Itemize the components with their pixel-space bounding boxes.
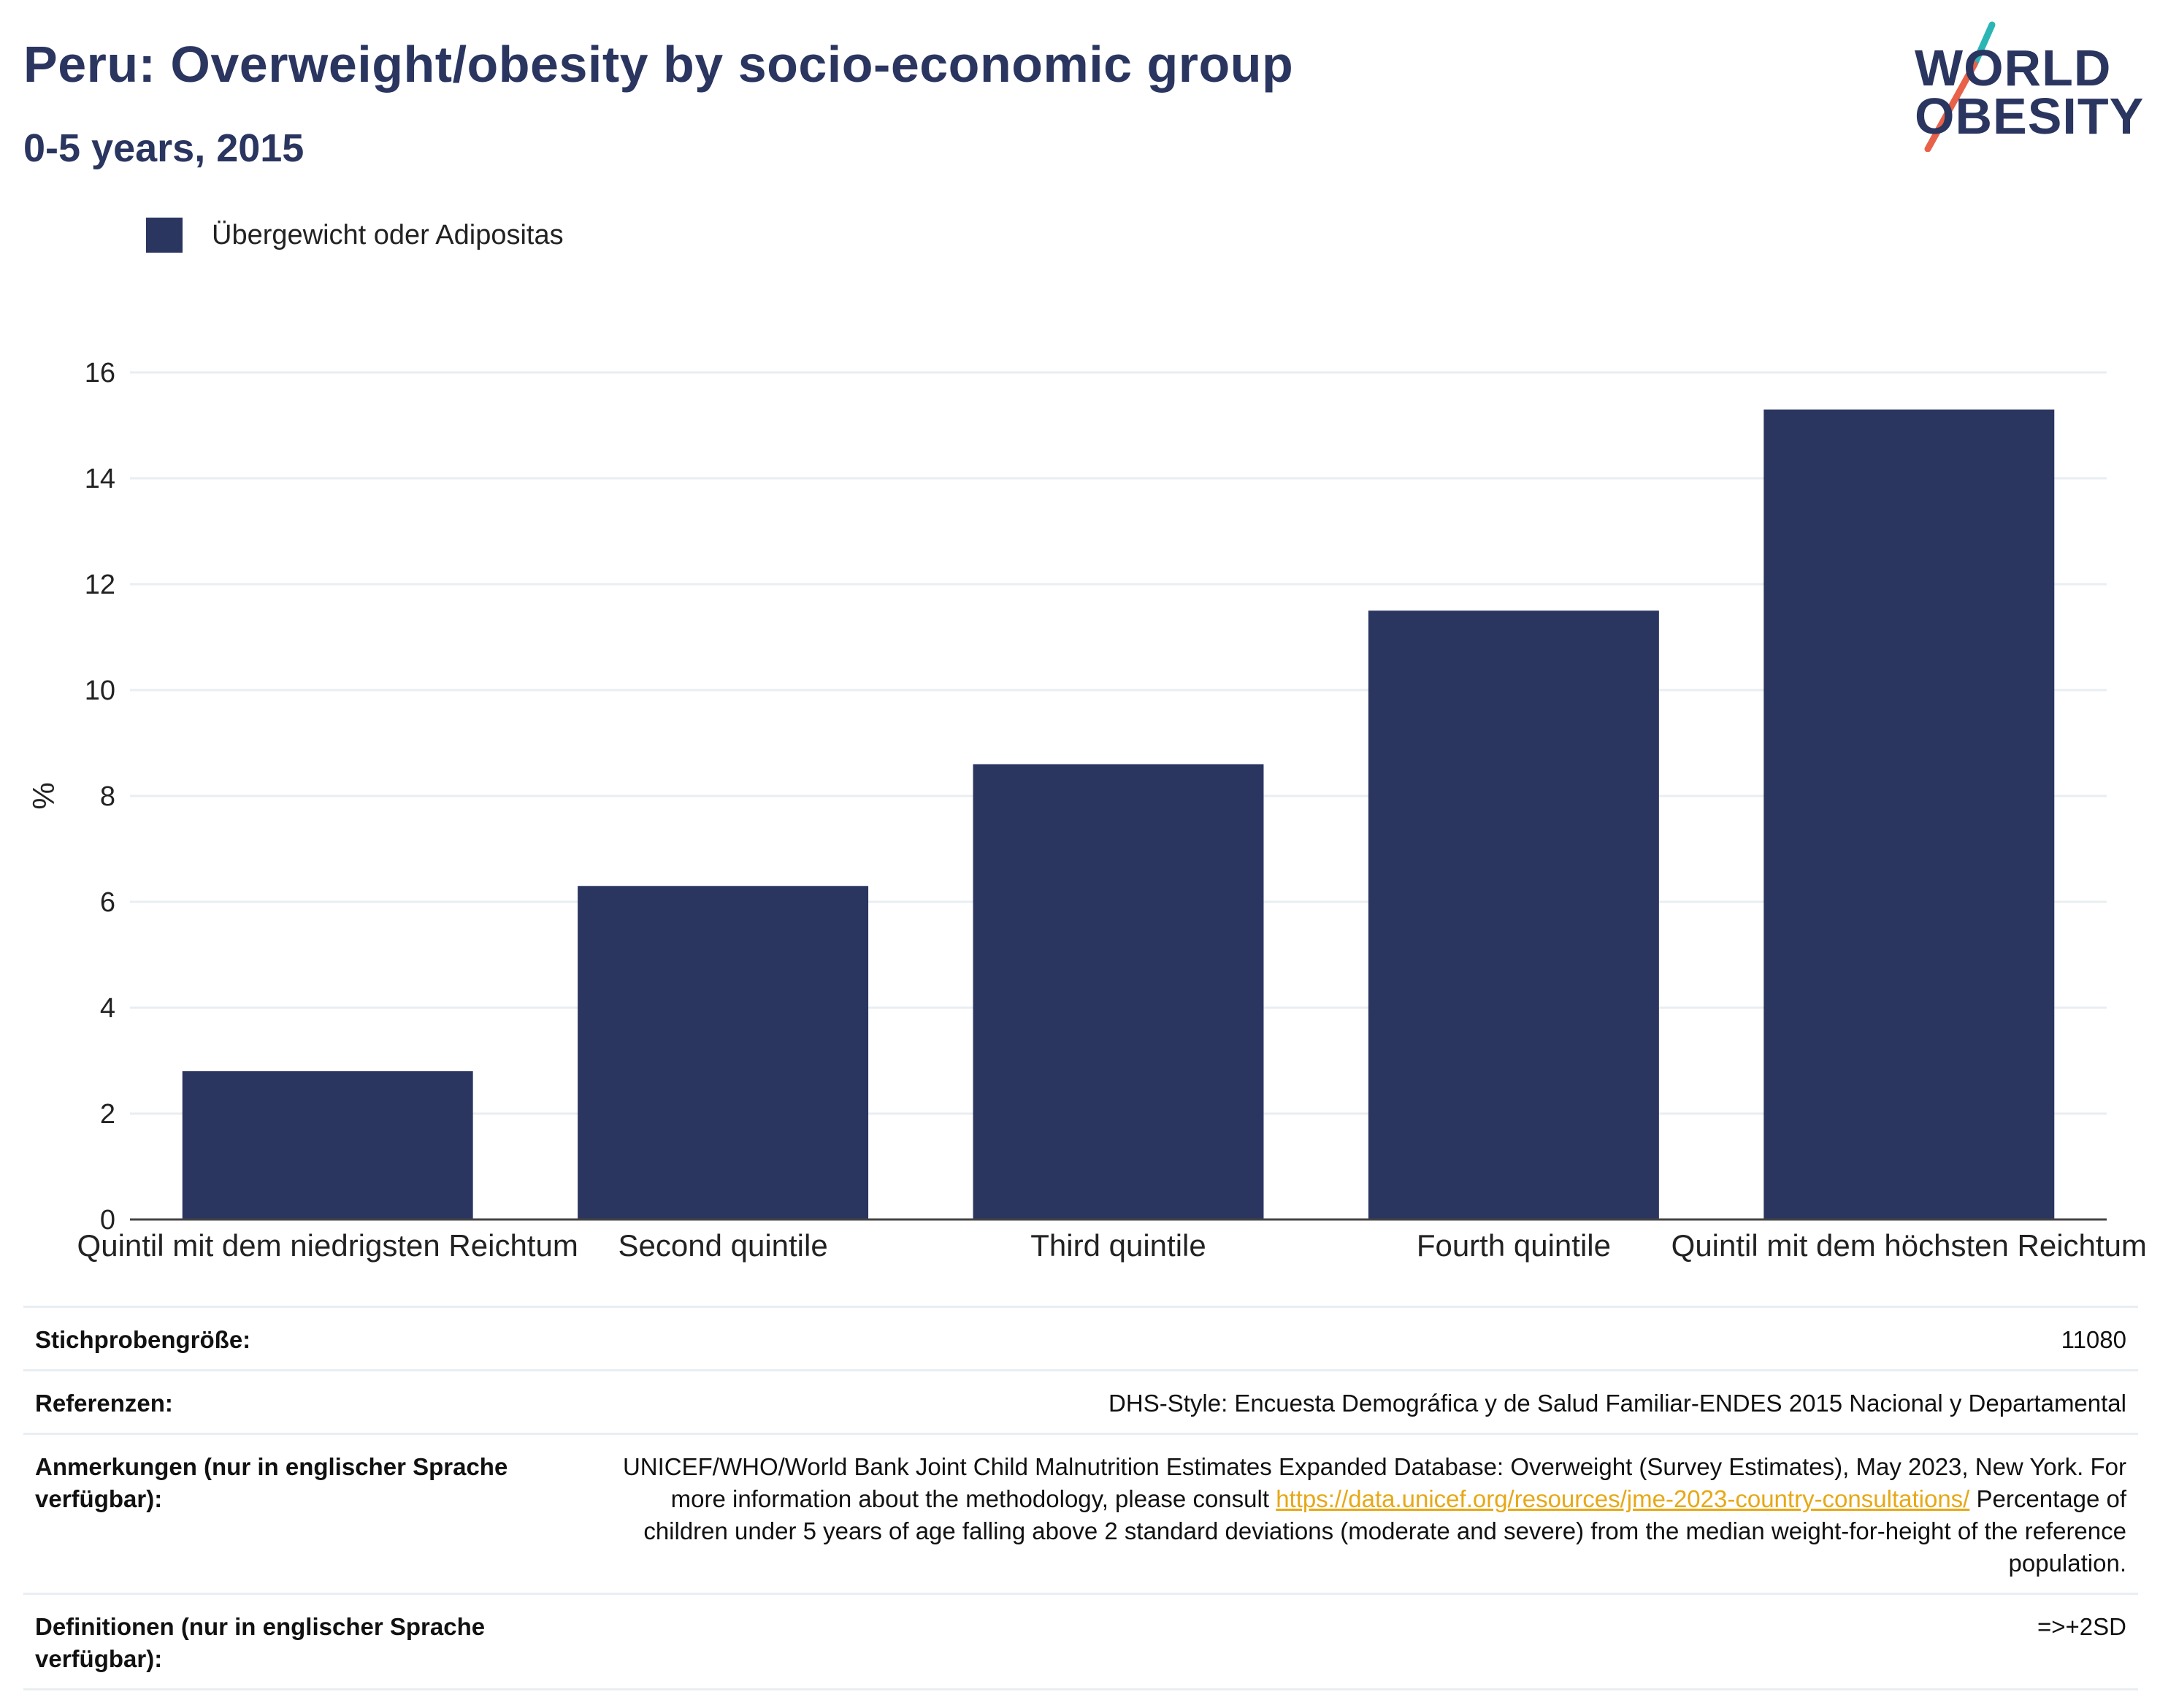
legend-label: Übergewicht oder Adipositas [212,219,564,250]
logo-slash-icon [1924,21,1996,152]
y-tick-label: 4 [100,993,115,1024]
meta-key-definitions: Definitionen (nur in englischer Sprache … [35,1613,486,1672]
chart-subtitle: 0-5 years, 2015 [23,126,305,170]
notes-text: UNICEF/WHO/World Bank Joint Child Malnut… [622,1453,2126,1512]
y-tick-label: 12 [85,570,115,600]
world-obesity-logo: WORLD OBESITY [1913,20,2147,152]
x-category-label: Quintil mit dem niedrigsten Reichtum [77,1228,578,1263]
notes-text-continued: Percentage of children under 5 years of … [643,1485,2126,1577]
meta-row-references: Referenzen: DHS-Style: Encuesta Demográf… [23,1369,2138,1433]
chart-title: Peru: Overweight/obesity by socio-econom… [23,36,1294,93]
y-tick-label: 6 [100,887,115,918]
meta-value-definitions: =>+2SD [2037,1613,2126,1640]
meta-row-sample-size: Stichprobengröße: 11080 [23,1306,2138,1369]
meta-value-notes: UNICEF/WHO/World Bank Joint Child Malnut… [593,1451,2126,1579]
logo-text-world: WORLD [1915,39,2112,96]
y-axis-title: % [26,782,61,809]
y-tick-label: 14 [85,464,115,494]
bar [1368,610,1659,1219]
bar [578,886,869,1219]
meta-key-sample-size: Stichprobengröße: [35,1326,251,1353]
x-category-label: Second quintile [618,1228,827,1263]
bar [1763,409,2055,1219]
x-category-label: Fourth quintile [1417,1228,1611,1263]
y-tick-label: 16 [85,358,115,388]
meta-key-notes: Anmerkungen (nur in englischer Sprache v… [35,1453,508,1512]
meta-row-notes: Anmerkungen (nur in englischer Sprache v… [23,1433,2138,1593]
meta-value-sample-size: 11080 [2061,1326,2126,1353]
meta-key-references: Referenzen: [35,1390,173,1417]
meta-row-definitions: Definitionen (nur in englischer Sprache … [23,1593,2138,1690]
bar-chart: 0 2 4 6 8 10 12 14 16% Quintil mit dem niedrigste… [26,358,2147,1263]
x-category-label: Quintil mit dem höchsten Reichtum [1671,1228,2147,1263]
methodology-link[interactable]: https://data.unicef.org/resources/jme-20… [1276,1485,1970,1512]
logo-text-obesity: OBESITY [1915,88,2145,145]
metadata-table: Stichprobengröße: 11080 Referenzen: DHS-… [23,1306,2138,1690]
legend: Übergewicht oder Adipositas [146,218,564,253]
bar [182,1071,473,1219]
bar [973,764,1264,1219]
x-category-label: Third quintile [1030,1228,1206,1263]
legend-swatch [146,218,183,253]
y-tick-label: 2 [100,1099,115,1130]
y-tick-label: 0 [100,1205,115,1236]
y-tick-label: 10 [85,675,115,706]
meta-value-references: DHS-Style: Encuesta Demográfica y de Sal… [1108,1390,2126,1417]
y-tick-label: 8 [100,781,115,812]
